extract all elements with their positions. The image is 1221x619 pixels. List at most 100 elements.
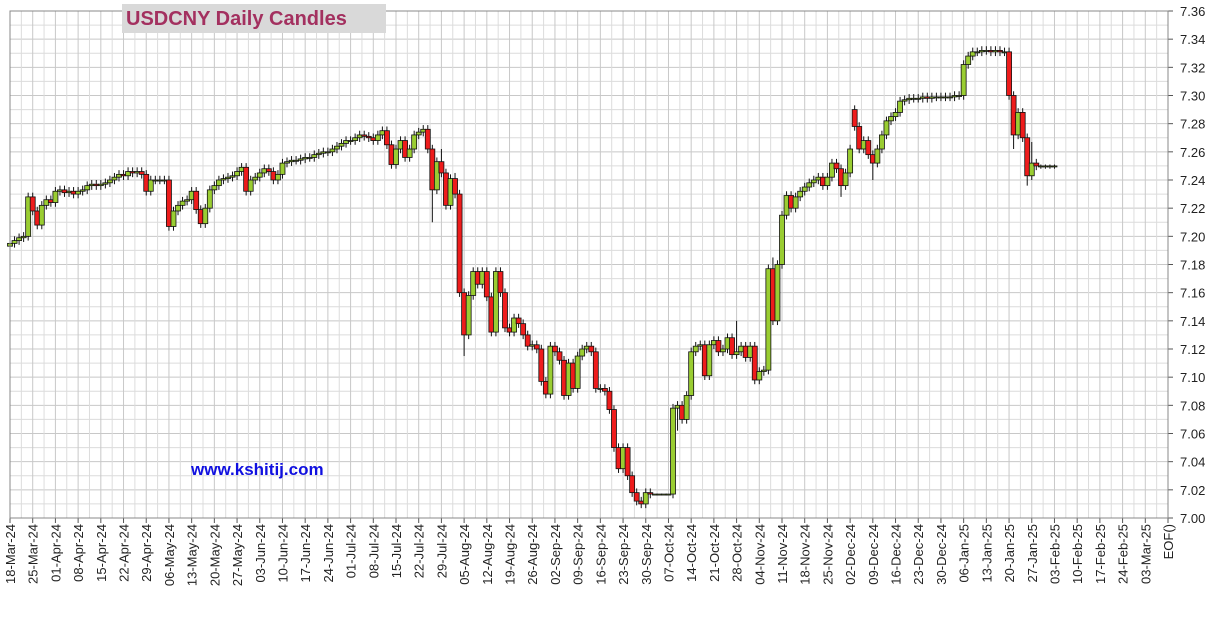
candle-body — [202, 207, 209, 225]
candle-body — [579, 348, 586, 357]
x-tick-label: 07-Oct-24 — [661, 524, 676, 582]
candle-body — [170, 210, 177, 227]
candle-body — [393, 148, 399, 165]
x-tick-label: 03-Jun-24 — [253, 524, 268, 583]
candle-body — [774, 264, 781, 322]
candle-body — [256, 172, 263, 178]
candle-body — [806, 182, 813, 188]
candle-body — [265, 168, 272, 172]
candles — [7, 46, 1058, 509]
candle-body — [1028, 162, 1035, 177]
x-tick-label: 17-Feb-25 — [1093, 524, 1108, 584]
candle-body — [138, 171, 145, 175]
candle-body — [147, 179, 154, 192]
candle-body — [851, 109, 858, 127]
candle-body — [25, 196, 32, 237]
x-tick-label: 19-Aug-24 — [503, 524, 518, 585]
candle-body — [365, 135, 372, 139]
candle-body — [897, 100, 903, 113]
candle-body — [225, 176, 231, 179]
x-tick-label: EOF() — [1161, 524, 1176, 559]
annotation: www.kshitij.com — [190, 460, 324, 479]
x-tick-label: 15-Apr-24 — [94, 524, 109, 582]
x-tick-label: 05-Aug-24 — [457, 524, 472, 585]
candle-body — [329, 148, 336, 153]
x-tick-label: 20-Jan-25 — [1002, 524, 1017, 583]
candle-body — [888, 116, 894, 122]
candle-body — [824, 176, 831, 187]
x-tick-label: 06-May-24 — [162, 524, 177, 586]
x-tick-label: 22-Jul-24 — [412, 524, 427, 578]
candle-body — [915, 97, 922, 100]
y-tick-label: 7.28 — [1180, 117, 1205, 132]
candle-body — [556, 351, 563, 361]
candle-body — [29, 196, 36, 212]
y-tick-label: 7.24 — [1180, 173, 1205, 188]
candle-body — [670, 407, 676, 495]
x-tick-label: 23-Sep-24 — [616, 524, 631, 585]
candle-body — [107, 179, 113, 184]
y-tick-label: 7.10 — [1180, 370, 1205, 385]
candle-body — [511, 317, 517, 333]
candle-body — [756, 371, 763, 381]
candle-body — [552, 345, 558, 353]
y-tick-label: 7.12 — [1180, 342, 1205, 357]
candle-body — [311, 154, 318, 158]
candle-body — [833, 162, 840, 170]
candle-body — [20, 235, 27, 239]
candle-body — [515, 317, 522, 325]
y-tick-label: 7.26 — [1180, 145, 1205, 160]
candle-body — [465, 295, 472, 336]
candle-body — [315, 152, 322, 156]
candle-body — [334, 145, 340, 150]
candle-body — [965, 55, 972, 65]
candle-body — [647, 492, 654, 495]
candle-body — [243, 166, 250, 192]
candle-body — [293, 159, 299, 162]
candle-body — [879, 134, 885, 150]
x-tick-label: 08-Jul-24 — [366, 524, 381, 578]
candle-body — [361, 134, 368, 137]
x-tick-label: 01-Apr-24 — [48, 524, 63, 582]
x-tick-label: 02-Dec-24 — [843, 524, 858, 585]
x-tick-label: 06-Jan-25 — [957, 524, 972, 583]
candle-body — [533, 344, 540, 350]
x-tick-label: 02-Sep-24 — [548, 524, 563, 585]
candle-body — [829, 162, 835, 178]
y-tick-label: 7.08 — [1180, 398, 1205, 413]
candle-body — [343, 140, 349, 144]
candle-body — [275, 173, 281, 181]
x-tick-label: 03-Feb-25 — [1047, 524, 1062, 584]
candle-body — [111, 176, 118, 181]
candle-body — [166, 179, 172, 227]
candle-body — [497, 271, 504, 294]
chart-title: USDCNY Daily Candles — [126, 8, 347, 30]
candle-body — [683, 395, 690, 420]
candle-body — [1033, 162, 1040, 167]
candle-body — [601, 388, 608, 392]
x-tick-label: 17-Jun-24 — [298, 524, 313, 583]
candle-body — [588, 345, 595, 353]
candle-body — [11, 240, 18, 244]
candle-body — [102, 182, 109, 185]
y-tick-label: 7.16 — [1180, 286, 1205, 301]
x-tick-label: 09-Sep-24 — [571, 524, 586, 585]
candle-body — [733, 351, 740, 356]
candle-body — [883, 120, 890, 136]
x-tick-label: 21-Oct-24 — [707, 524, 722, 582]
x-tick-label: 24-Feb-25 — [1116, 524, 1131, 584]
candle-body — [306, 157, 313, 159]
x-tick-label: 08-Apr-24 — [71, 524, 86, 582]
x-tick-label: 03-Mar-25 — [1138, 524, 1153, 584]
candle-body — [297, 158, 304, 161]
x-tick-label: 10-Feb-25 — [1070, 524, 1085, 584]
candle-body — [1024, 137, 1031, 177]
x-tick-label: 14-Oct-24 — [684, 524, 699, 582]
candle-body — [456, 193, 463, 294]
y-tick-label: 7.34 — [1180, 32, 1205, 47]
candle-body — [792, 196, 799, 209]
candle-body — [692, 345, 699, 353]
candle-body — [229, 175, 236, 178]
candle-body — [715, 340, 722, 353]
candle-body — [52, 190, 59, 203]
